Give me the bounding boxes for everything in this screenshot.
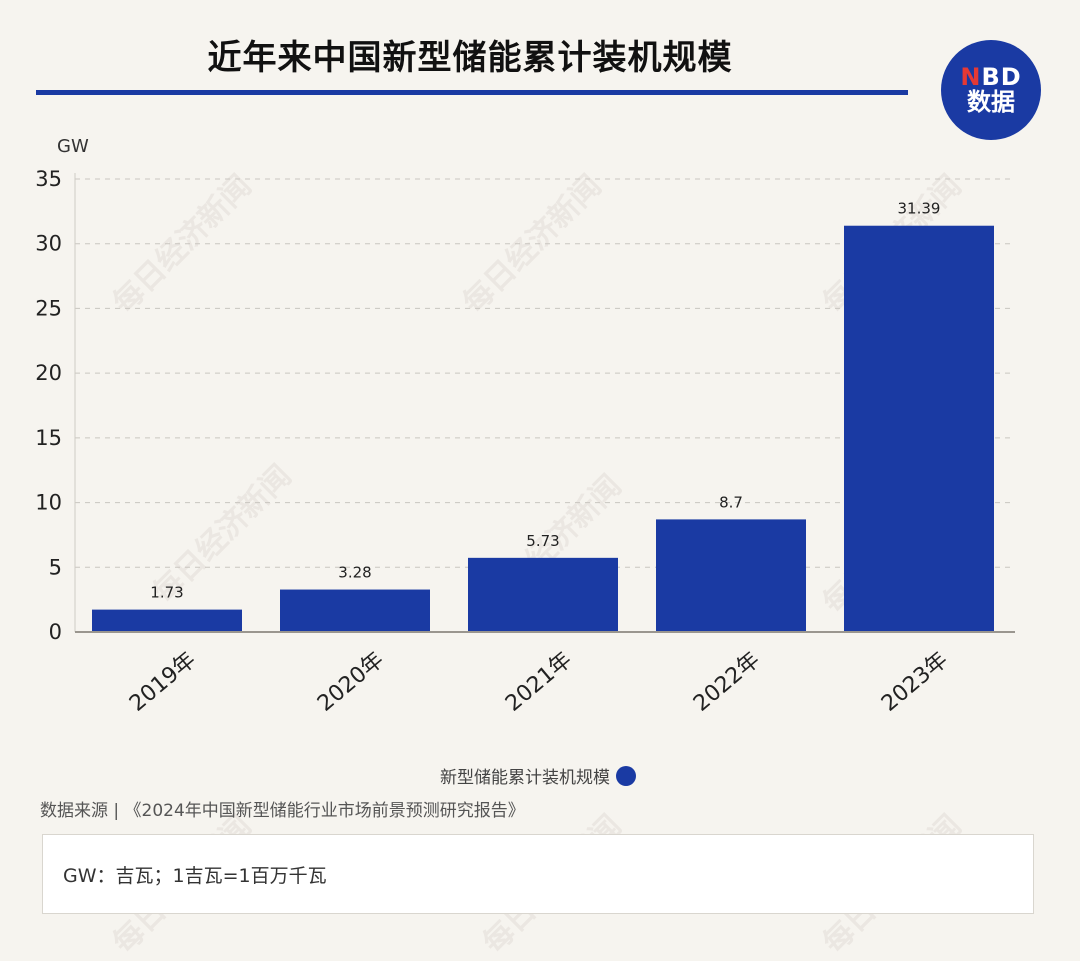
- y-tick-label: 20: [35, 361, 62, 385]
- x-tick-label: 2023年: [877, 647, 953, 716]
- data-label: 8.7: [719, 493, 743, 511]
- x-tick-label: 2020年: [313, 647, 389, 716]
- bar: [468, 557, 618, 632]
- y-tick-label: 35: [35, 167, 62, 191]
- title-rule: [36, 90, 908, 95]
- bar: [92, 609, 242, 632]
- data-label: 3.28: [338, 564, 371, 582]
- data-source: 数据来源 | 《2024年中国新型储能行业市场前景预测研究报告》: [40, 801, 525, 821]
- x-tick-label: 2021年: [501, 647, 577, 716]
- unit-note: GW：吉瓦；1吉瓦=1百万千瓦: [63, 865, 327, 887]
- legend-dot-icon: [616, 765, 636, 786]
- y-tick-label: 10: [35, 491, 62, 515]
- bar: [844, 225, 994, 633]
- note-box: GW：吉瓦；1吉瓦=1百万千瓦: [42, 834, 1034, 914]
- legend: 新型储能累计装机规模: [440, 763, 636, 788]
- bar: [656, 519, 806, 632]
- chart-title: 近年来中国新型储能累计装机规模: [207, 38, 733, 78]
- data-label: 1.73: [150, 584, 183, 602]
- nbd-logo: NBD 数据: [941, 40, 1041, 140]
- bar: [280, 589, 430, 632]
- bar-chart: GW 0 5 10 15 20 25 30 35 1.73 2019年 3.28 2020年 5.73 20…: [35, 136, 1015, 717]
- legend-label: 新型储能累计装机规模: [440, 768, 610, 788]
- data-label: 5.73: [526, 532, 559, 550]
- y-tick-label: 25: [35, 296, 62, 320]
- data-label: 31.39: [898, 200, 941, 218]
- y-tick-label: 5: [49, 555, 62, 579]
- x-tick-label: 2019年: [125, 647, 201, 716]
- y-tick-label: 15: [35, 426, 62, 450]
- y-axis-label: GW: [57, 136, 89, 157]
- y-tick-label: 30: [35, 232, 62, 256]
- y-tick-label: 0: [49, 620, 62, 644]
- x-tick-label: 2022年: [689, 647, 765, 716]
